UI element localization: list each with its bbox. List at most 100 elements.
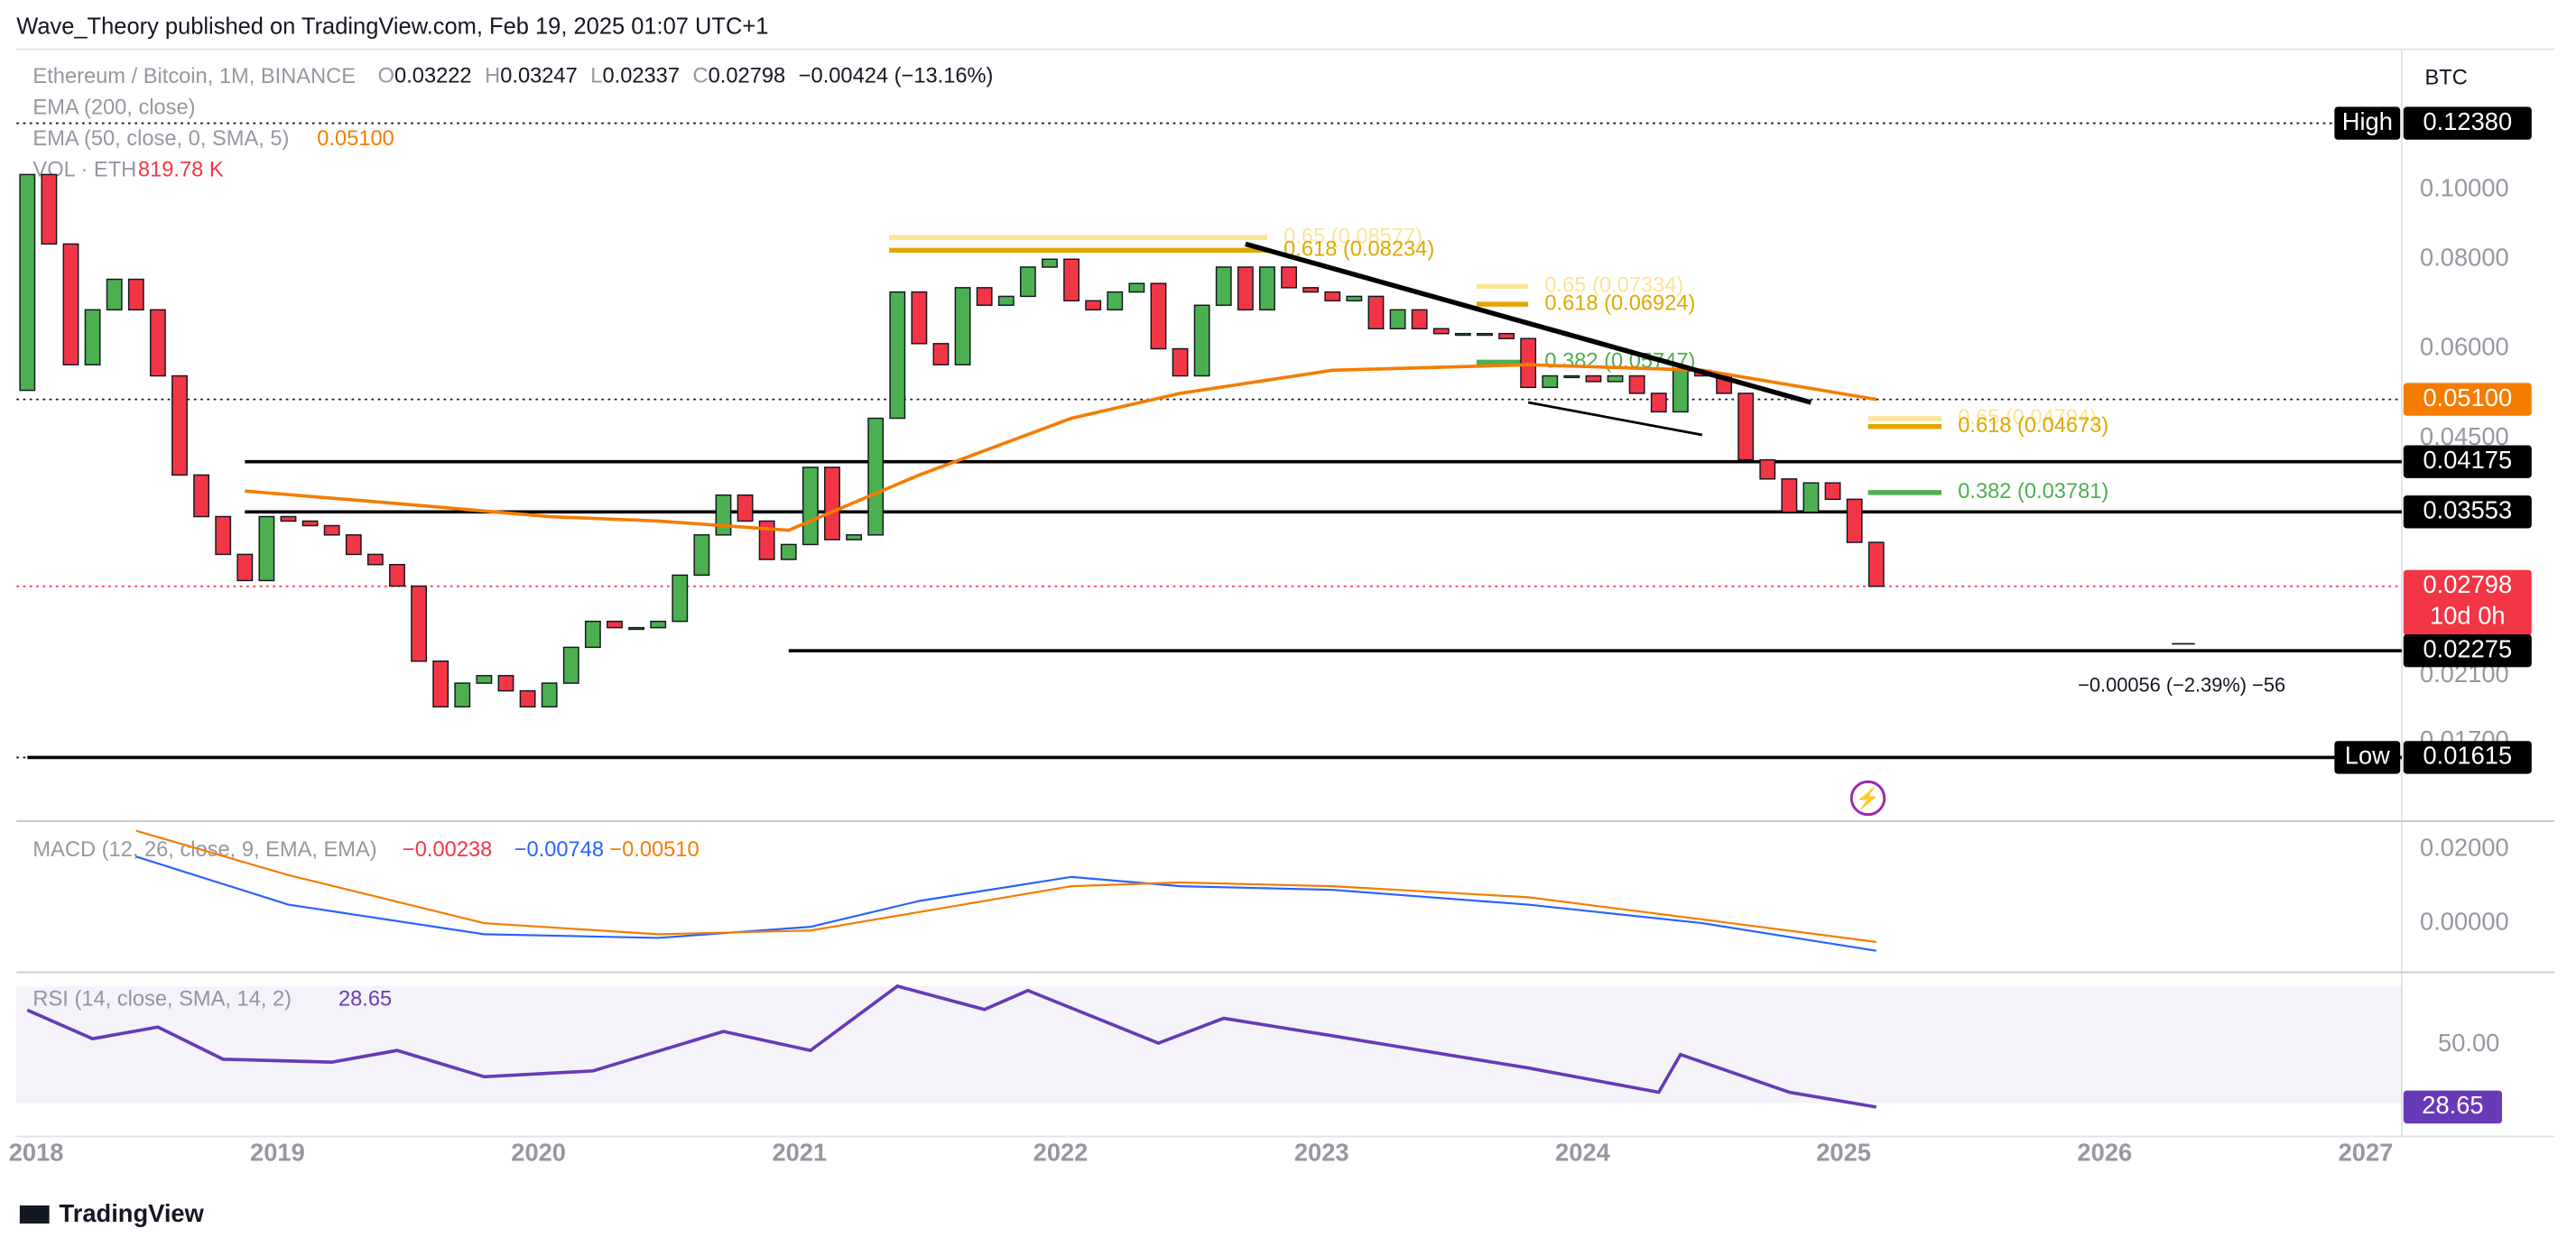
- trendline: [1527, 401, 1703, 437]
- candle: [932, 343, 950, 365]
- candle: [1411, 309, 1428, 329]
- candle: [476, 675, 493, 684]
- candle: [1802, 482, 1820, 513]
- macd-line: [135, 829, 1876, 944]
- candle: [389, 563, 405, 587]
- price-label: 0.02275: [2423, 634, 2512, 662]
- candle: [519, 689, 536, 708]
- x-tick-label: 2025: [1816, 1139, 1871, 1167]
- candle: [1737, 393, 1755, 461]
- trendline: [1245, 241, 1812, 405]
- rsi-line: [26, 984, 1877, 1109]
- ohlc-value: 0.02337: [602, 65, 680, 88]
- ema200-legend: EMA (200, close): [32, 96, 195, 119]
- x-tick-label: 2023: [1294, 1139, 1349, 1167]
- candle: [1259, 266, 1275, 311]
- candle: [976, 287, 993, 307]
- y-tick-label: 0.06000: [2420, 333, 2509, 361]
- candle: [1824, 482, 1841, 501]
- price-label: 0.01615: [2423, 742, 2512, 770]
- price-label-box: [2403, 569, 2532, 636]
- x-tick-label: 2022: [1033, 1139, 1089, 1167]
- candle: [1454, 332, 1471, 337]
- candle: [1432, 328, 1450, 335]
- price-tag-box: [2334, 741, 2401, 774]
- candle: [628, 626, 644, 631]
- ohlc-value: 0.03247: [500, 65, 578, 88]
- rsi-legend: RSI (14, close, SMA, 14, 2): [32, 988, 292, 1011]
- macd-tick-label: 0.00000: [2420, 907, 2509, 935]
- macd-line: [135, 855, 1876, 952]
- ohlc-key: O: [378, 65, 394, 88]
- candle: [758, 520, 775, 560]
- fib-label: 0.618 (0.06924): [1544, 291, 1695, 315]
- macd-tick-label: 0.02000: [2420, 833, 2509, 861]
- fib-label: 0.65 (0.07334): [1544, 274, 1683, 298]
- x-tick-label: 2024: [1555, 1139, 1611, 1167]
- candle: [454, 682, 471, 708]
- publisher: Wave_Theory published on TradingView.com…: [16, 14, 768, 40]
- candle: [215, 515, 232, 556]
- fib-label: 0.65 (0.08577): [1283, 225, 1422, 248]
- candle: [715, 494, 732, 536]
- candle: [323, 524, 340, 536]
- price-label: 0.05100: [2423, 383, 2512, 411]
- price-label: 0.03553: [2423, 496, 2512, 524]
- price-label: 0.04175: [2423, 446, 2512, 474]
- candle: [1477, 332, 1493, 337]
- symbol: Ethereum / Bitcoin, 1M, BINANCE: [32, 65, 356, 88]
- ohlc-key: H: [485, 65, 500, 88]
- candle: [62, 243, 79, 365]
- price-label-box: [2403, 495, 2532, 529]
- price-label: 0.02798: [2423, 570, 2512, 598]
- candle: [1389, 309, 1406, 329]
- candle: [1150, 282, 1167, 350]
- candle: [41, 173, 58, 245]
- x-tick-label: 2018: [9, 1139, 64, 1167]
- candle: [106, 278, 123, 311]
- candle: [1215, 266, 1232, 307]
- price-label-sub: 10d 0h: [2430, 602, 2506, 630]
- candle: [1324, 291, 1341, 302]
- currency: BTC: [2425, 67, 2468, 90]
- candle: [1346, 295, 1363, 302]
- candle: [672, 574, 689, 623]
- price-tag: High: [2342, 107, 2393, 135]
- rsi-label-box: [2403, 1090, 2503, 1124]
- candle: [1237, 266, 1254, 311]
- candle: [889, 291, 906, 420]
- alert-icon[interactable]: [1849, 780, 1886, 817]
- macd-hist-value: −0.00238: [403, 838, 492, 862]
- vol-value: 819.78 K: [138, 159, 224, 182]
- candle: [997, 295, 1015, 307]
- candle: [1019, 266, 1036, 298]
- candle: [737, 494, 754, 522]
- candle: [84, 309, 101, 365]
- fib-label: 0.618 (0.04673): [1958, 414, 2108, 438]
- candle: [171, 374, 188, 476]
- measure-annotation: −0.00056 (−2.39%) −56: [2078, 674, 2285, 697]
- candle: [562, 646, 579, 684]
- fib-label: 0.382 (0.03781): [1958, 480, 2108, 503]
- y-tick-label: 0.10000: [2420, 173, 2509, 201]
- candle: [780, 543, 797, 560]
- candle: [345, 534, 362, 556]
- candle: [1042, 258, 1058, 268]
- ema50-value: 0.05100: [317, 127, 394, 151]
- candle: [1781, 478, 1798, 513]
- candle: [824, 466, 840, 540]
- rsi-label: 28.65: [2422, 1091, 2483, 1119]
- ohlc: O0.03222 H0.03247 L0.02337 C0.02798 −0.00424…: [378, 65, 994, 88]
- x-tick-label: 2027: [2339, 1139, 2394, 1167]
- price-label: 0.12380: [2423, 107, 2512, 135]
- rsi-tick-label: 50.00: [2438, 1029, 2499, 1057]
- rsi-band: [16, 985, 2403, 1104]
- rsi-value: 28.65: [338, 988, 392, 1011]
- candle: [1846, 498, 1863, 543]
- candle: [954, 287, 971, 365]
- candle: [1563, 374, 1580, 379]
- fib-label: 0.618 (0.08234): [1283, 238, 1434, 262]
